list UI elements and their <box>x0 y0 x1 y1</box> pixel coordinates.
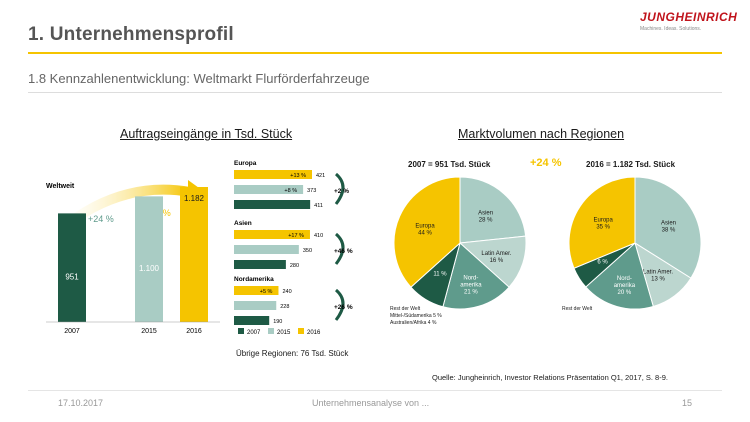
pie-note-latam: Mittel-/Südamerika 5 % <box>390 313 442 319</box>
page-title: 1. Unternehmensprofil <box>28 24 234 45</box>
pie1-slice-label-4: Europa 44 % <box>415 223 435 236</box>
region-bar-label-0-1: +8 % <box>284 188 297 194</box>
region-value-0-2: 411 <box>314 203 323 209</box>
worldwide-bar-chart: Weltweit +24 % +7 % 95120071.10020151.18… <box>46 180 220 335</box>
pie2-slice-label-0: Asien 38 % <box>661 220 676 233</box>
pie1-slice-0 <box>459 176 527 244</box>
legend-swatch-2016 <box>298 328 304 334</box>
right-chart-title: Marktvolumen nach Regionen <box>458 127 625 141</box>
region-pie-charts: Asien 28 % Latin Amer. 16 % Nord-amerika 21 %… <box>393 176 702 310</box>
region-bar-2-0 <box>234 286 279 295</box>
legend-label-2007: 2007 <box>247 330 261 336</box>
region-change-arrow-0 <box>334 172 345 205</box>
region-bar-0-2 <box>234 200 311 209</box>
pie2-slice-2 <box>585 242 654 310</box>
region-value-0-0: 421 <box>316 173 325 179</box>
legend-swatch-2007 <box>238 328 244 334</box>
pie1-slice-label-0: Asien 28 % <box>478 211 493 224</box>
bar-2007 <box>58 213 86 322</box>
region-bar-1-1 <box>234 245 299 254</box>
footer-divider <box>28 390 722 391</box>
region-bar-2-1 <box>234 301 277 310</box>
pie1-slice-2 <box>442 242 510 310</box>
tick-label-2007: 2007 <box>64 328 80 335</box>
pie1-slice-1 <box>458 235 527 288</box>
legend-label-2016: 2016 <box>307 330 321 336</box>
pie-2016-label: 2016 = 1.182 Tsd. Stück <box>586 160 676 169</box>
worldwide-label: Weltweit <box>46 183 75 190</box>
pie2-slice-label-3: 6 % <box>597 259 608 265</box>
region-bar-charts: Europa 421 +13 % 373 +8 % 411 +2 % Asien 410 +17 … <box>234 160 353 336</box>
region-change-0: +2 % <box>334 188 349 195</box>
source-note: Quelle: Jungheinrich, Investor Relations… <box>432 373 668 382</box>
region-change-arrow-2 <box>334 288 345 321</box>
left-chart-title: Auftragseingänge in Tsd. Stück <box>120 127 293 141</box>
pie1-slice-label-2: Nord-amerika 21 % <box>460 276 482 296</box>
region-bar-0-0 <box>234 170 312 179</box>
pie1-slice-label-3: 11 % <box>433 272 447 278</box>
pie2-slice-4 <box>568 176 636 269</box>
pie-note-aus: Australien/Afrika 4 % <box>390 320 437 326</box>
pie1-slice-label-1: Latin Amer. 16 % <box>481 251 511 264</box>
page-subtitle: 1.8 Kennzahlenentwicklung: Weltmarkt Flu… <box>28 71 370 86</box>
pie-growth-label: +24 % <box>530 157 562 169</box>
pie2-slice-label-1: Latin Amer. 13 % <box>643 270 673 283</box>
bar-2016 <box>180 187 208 322</box>
logo-wordmark: JUNGHEINRICH <box>640 10 738 24</box>
region-change-arrow-1 <box>334 232 345 265</box>
region-value-2-0: 240 <box>282 289 291 295</box>
region-bar-label-1-0: +17 % <box>288 233 304 239</box>
region-bar-label-2-0: +5 % <box>260 289 273 295</box>
region-bar-2-2 <box>234 316 270 325</box>
region-bar-1-0 <box>234 230 310 239</box>
title-divider <box>28 52 722 54</box>
region-value-1-1: 350 <box>303 248 312 254</box>
region-value-2-1: 228 <box>280 304 289 310</box>
region-label-2: Nordamerika <box>234 276 274 283</box>
region-label-1: Asien <box>234 220 252 227</box>
bar-value-2016: 1.182 <box>184 194 205 203</box>
legend-label-2015: 2015 <box>277 330 291 336</box>
tick-label-2016: 2016 <box>186 328 202 335</box>
other-regions-note: Übrige Regionen: 76 Tsd. Stück <box>236 349 349 358</box>
logo-tagline: Machines. Ideas. Solutions. <box>640 26 702 32</box>
legend-swatch-2015 <box>268 328 274 334</box>
pie-2016-notes: Rest der Welt <box>562 306 593 312</box>
footer-center-text: Unternehmensanalyse von ... <box>312 398 430 408</box>
page-number: 15 <box>682 398 693 408</box>
bar-value-2007: 951 <box>65 273 79 282</box>
region-bar-label-0-0: +13 % <box>290 173 306 179</box>
region-label-0: Europa <box>234 160 257 167</box>
pie-note-rest: Rest der Welt <box>390 306 421 312</box>
region-bar-0-1 <box>234 185 304 194</box>
region-value-1-0: 410 <box>314 233 323 239</box>
region-change-2: +26 % <box>334 304 353 311</box>
region-value-2-2: 190 <box>273 319 282 325</box>
region-value-0-1: 373 <box>307 188 316 194</box>
pie-2007-notes: Rest der Welt Mittel-/Südamerika 5 % Aus… <box>390 306 442 327</box>
tick-label-2015: 2015 <box>141 328 157 335</box>
footer-date: 17.10.2017 <box>58 398 104 408</box>
region-value-1-2: 280 <box>290 263 299 269</box>
subtitle-divider <box>28 92 722 93</box>
bar-value-2015: 1.100 <box>139 264 160 273</box>
company-logo: JUNGHEINRICH Machines. Ideas. Solutions. <box>640 10 750 42</box>
region-change-1: +46 % <box>334 248 353 255</box>
region-bar-1-2 <box>234 260 286 269</box>
bar-2015 <box>135 196 163 322</box>
pie1-slice-4 <box>393 176 461 288</box>
pie2-slice-label-4: Europa 35 % <box>593 218 613 231</box>
pie2-slice-label-2: Nord-amerika 20 % <box>614 276 636 296</box>
growth-label-1: +24 % <box>88 214 114 224</box>
pie-2007-label: 2007 = 951 Tsd. Stück <box>408 160 491 169</box>
